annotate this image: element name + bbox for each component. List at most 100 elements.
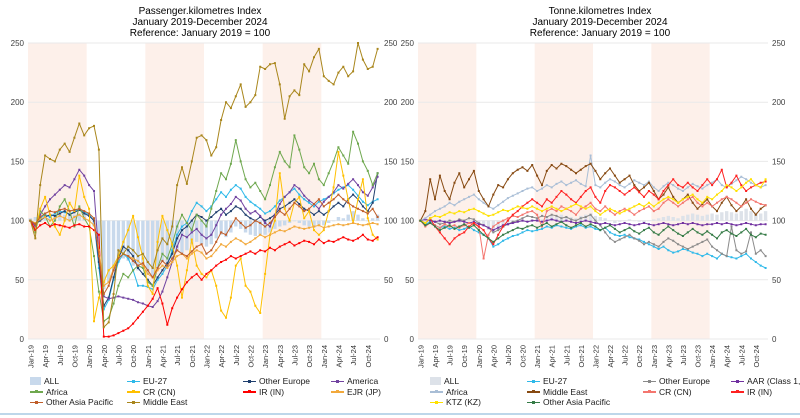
x-tick-label: Apr-24 — [334, 345, 343, 368]
legend-label: Africa — [46, 386, 68, 397]
legend-item-all: ALL — [30, 376, 127, 387]
year-band — [28, 43, 87, 339]
x-tick-label: Oct-23 — [305, 345, 314, 368]
y-tick-label: 150 — [384, 157, 398, 166]
x-tick-label: Oct-21 — [188, 345, 197, 368]
x-tick-label: Oct-19 — [70, 345, 79, 368]
legend-label: ALL — [444, 376, 460, 386]
x-tick-label: Jul-19 — [56, 345, 65, 365]
x-tick-label: Apr-23 — [276, 345, 285, 368]
x-tick-label: Apr-20 — [100, 345, 109, 368]
legend-item-cr-cn: CR (CN) — [127, 387, 243, 398]
series-line-america — [30, 169, 379, 308]
x-tick-label: Jul-19 — [446, 345, 455, 365]
y-tick-label: 0 — [384, 335, 389, 344]
x-tick-label: Jul-20 — [504, 345, 513, 365]
chart-title-line: Passenger.kilometres Index — [138, 6, 262, 17]
legend-line-marker — [127, 377, 140, 385]
x-tick-label: Jul-24 — [737, 345, 746, 365]
y-tick-label: 200 — [772, 98, 786, 107]
x-tick-label: Jan-23 — [650, 345, 659, 368]
legend-area-swatch — [430, 377, 441, 386]
legend-label: ALL — [44, 376, 60, 386]
x-tick-label: Oct-24 — [364, 345, 373, 368]
x-tick-label: Apr-22 — [217, 345, 226, 368]
legend-line-marker — [430, 398, 443, 406]
x-tick-label: Oct-19 — [460, 345, 469, 368]
y-tick-label: 0 — [772, 335, 777, 344]
x-tick-label: Apr-20 — [489, 345, 498, 368]
legend-item-ir-in: IR (IN) — [243, 387, 331, 398]
legend-line-marker — [430, 388, 443, 396]
legend-item-africa: Africa — [30, 387, 127, 398]
y-tick-label: 100 — [772, 217, 786, 226]
legend-label: CR (CN) — [143, 386, 176, 397]
chart-subtitle-line: January 2019-December 2024 — [532, 17, 668, 28]
legend-label: AAR (Class 1, US) — [747, 376, 800, 386]
legend-item-eu-27: EU-27 — [527, 376, 643, 387]
chart-reference-line: Reference: January 2019 = 100 — [529, 28, 671, 39]
x-tick-label: Apr-21 — [548, 345, 557, 368]
legend-item-all: ALL — [430, 376, 527, 387]
bottom-divider — [0, 413, 800, 415]
legend-label: CR (CN) — [659, 386, 692, 397]
series-line-middle-east — [29, 42, 379, 328]
x-tick-label: Jul-21 — [173, 345, 182, 365]
year-band — [534, 43, 593, 339]
series-all-bars — [418, 208, 768, 233]
x-tick-label: Jul-21 — [562, 345, 571, 365]
x-tick-label: Oct-24 — [752, 345, 761, 368]
legend-label: America — [347, 376, 379, 386]
legend-line-marker — [331, 377, 344, 385]
y-tick-label: 250 — [384, 39, 398, 48]
legend-item-other-europe: Other Europe — [643, 376, 731, 387]
y-tick-label: 150 — [772, 157, 786, 166]
legend-label: Middle East — [143, 397, 188, 407]
x-tick-label: Jul-23 — [679, 345, 688, 365]
legend-line-marker — [731, 388, 744, 396]
x-tick-label: Oct-23 — [694, 345, 703, 368]
x-tick-label: Jan-22 — [591, 345, 600, 368]
year-band — [651, 43, 710, 339]
x-tick-label: Jan-20 — [475, 345, 484, 368]
x-tick-label: Jul-20 — [114, 345, 123, 365]
y-tick-label: 200 — [384, 98, 398, 107]
y-tick-label: 150 — [11, 157, 25, 166]
legend-label: IR (IN) — [747, 386, 773, 397]
legend-line-marker — [643, 388, 656, 396]
legend-label: Other Europe — [659, 376, 711, 386]
legend-line-marker — [30, 398, 43, 406]
x-tick-label: Jan-19 — [26, 345, 35, 368]
year-band — [145, 43, 204, 339]
x-tick-label: Apr-23 — [664, 345, 673, 368]
passenger-chart-legend: ALL EU-27 Other Europe America Africa CR (CN)… — [0, 376, 400, 408]
x-tick-label: Jul-22 — [621, 345, 630, 365]
legend-item-other-asia-pacific: Other Asia Pacific — [30, 397, 127, 408]
x-tick-label: Apr-19 — [431, 345, 440, 368]
y-tick-label: 50 — [15, 276, 24, 285]
legend-label: Middle East — [543, 386, 588, 397]
legend-line-marker — [527, 388, 540, 396]
y-tick-label: 100 — [11, 217, 25, 226]
legend-item-other-asia-pacific: Other Asia Pacific — [527, 397, 643, 408]
x-tick-label: Jan-20 — [85, 345, 94, 368]
y-tick-label: 50 — [384, 276, 393, 285]
x-tick-label: Jan-24 — [708, 345, 717, 368]
legend-label: IR (IN) — [259, 386, 285, 397]
y-tick-label: 200 — [401, 98, 415, 107]
x-tick-label: Oct-22 — [635, 345, 644, 368]
legend-item-cr-cn: CR (CN) — [643, 387, 731, 398]
x-tick-label: Oct-22 — [246, 345, 255, 368]
x-tick-label: Apr-21 — [158, 345, 167, 368]
y-tick-label: 50 — [405, 276, 414, 285]
x-tick-label: Jul-22 — [232, 345, 241, 365]
y-tick-label: 50 — [772, 276, 781, 285]
chart-title-line: Tonne.kilometres Index — [548, 6, 652, 17]
x-tick-label: Oct-21 — [577, 345, 586, 368]
legend-item-other-europe: Other Europe — [243, 376, 331, 387]
legend-line-marker — [243, 377, 256, 385]
y-tick-label: 200 — [11, 98, 25, 107]
x-tick-label: Jul-23 — [290, 345, 299, 365]
passenger-chart-panel: Passenger.kilometres Index January 2019-… — [0, 0, 400, 408]
